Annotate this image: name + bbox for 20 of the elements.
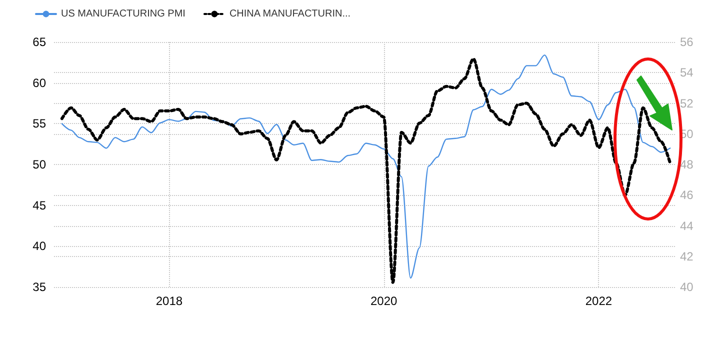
y-tick-label: 50 bbox=[32, 158, 46, 172]
y2-tick-label: 46 bbox=[680, 188, 694, 202]
legend-label: CHINA MANUFACTURIN... bbox=[229, 8, 351, 20]
x-tick-label: 2018 bbox=[156, 294, 183, 308]
y2-tick-label: 56 bbox=[680, 35, 694, 49]
y-tick-label: 60 bbox=[32, 76, 46, 90]
y-tick-label: 55 bbox=[32, 116, 46, 131]
x-tick-label: 2022 bbox=[585, 294, 612, 308]
x-tick-label: 2020 bbox=[370, 294, 398, 308]
y2-tick-label: 44 bbox=[680, 218, 694, 233]
y2-tick-label: 54 bbox=[680, 66, 694, 80]
legend-label: US MANUFACTURING PMI bbox=[61, 8, 186, 20]
y-tick-label: 40 bbox=[32, 239, 46, 254]
y-tick-label: 45 bbox=[32, 198, 46, 212]
y2-tick-label: 42 bbox=[680, 249, 694, 264]
y2-tick-label: 48 bbox=[680, 158, 694, 172]
y2-tick-label: 52 bbox=[680, 96, 694, 110]
y-tick-label: 35 bbox=[32, 280, 46, 294]
y-tick-label: 65 bbox=[32, 35, 46, 49]
y2-tick-label: 40 bbox=[680, 280, 694, 294]
